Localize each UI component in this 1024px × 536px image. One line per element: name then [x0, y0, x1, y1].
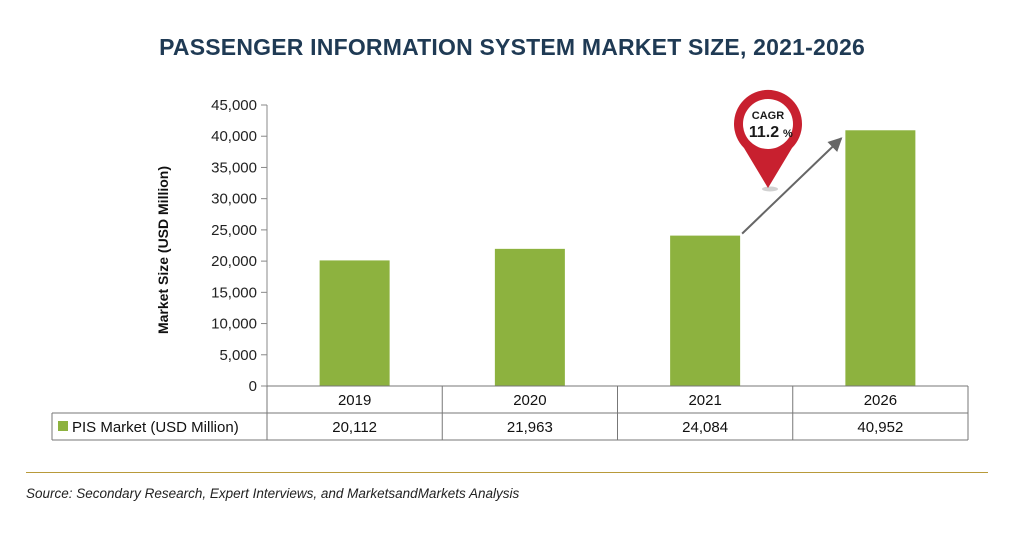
y-tick-label: 30,000 — [211, 191, 257, 208]
y-tick-label: 40,000 — [211, 128, 257, 145]
data-table: 2019 20,112 2020 21,963 2021 24,084 2026 40,952… — [51, 385, 969, 441]
y-tick-label: 25,000 — [211, 222, 257, 239]
y-axis: 0 5,000 10,000 15,000 20,000 25,000 30,000 35,0… — [211, 97, 268, 395]
cagr-pin-inner — [743, 99, 793, 149]
bar-2026 — [845, 130, 916, 386]
legend-label: PIS Market (USD Million) — [72, 419, 239, 436]
x-tick-label: 2020 — [513, 392, 546, 409]
bar-2020 — [494, 248, 565, 386]
y-tick-label: 5,000 — [219, 347, 257, 364]
bar-2019 — [319, 260, 390, 386]
x-tick-label: 2021 — [688, 392, 721, 409]
cagr-unit: % — [783, 128, 793, 140]
y-tick-label: 20,000 — [211, 253, 257, 270]
data-label: 24,084 — [682, 419, 728, 436]
y-tick-label: 35,000 — [211, 159, 257, 176]
x-tick-label: 2019 — [338, 392, 371, 409]
cagr-pin-shadow — [762, 186, 778, 192]
source-note: Source: Secondary Research, Expert Inter… — [26, 486, 520, 501]
data-label: 21,963 — [507, 419, 553, 436]
cagr-annotation: CAGR 11.2% — [733, 89, 843, 235]
legend-swatch — [58, 421, 68, 431]
y-axis-label: Market Size (USD Million) — [155, 166, 171, 334]
y-tick-label: 10,000 — [211, 316, 257, 333]
data-label: 40,952 — [857, 419, 903, 436]
y-tick-label: 45,000 — [211, 97, 257, 114]
footer-rule — [26, 472, 988, 473]
y-tick-label: 0 — [249, 378, 257, 395]
cagr-value: 11.2 — [749, 124, 779, 141]
data-label: 20,112 — [332, 419, 377, 436]
bars — [319, 130, 916, 386]
x-tick-label: 2026 — [864, 392, 897, 409]
cagr-label: CAGR — [752, 110, 784, 122]
bar-2021 — [670, 235, 741, 386]
chart-title: PASSENGER INFORMATION SYSTEM MARKET SIZE… — [159, 34, 865, 60]
y-tick-label: 15,000 — [211, 284, 257, 301]
cagr-arrow — [741, 137, 843, 235]
